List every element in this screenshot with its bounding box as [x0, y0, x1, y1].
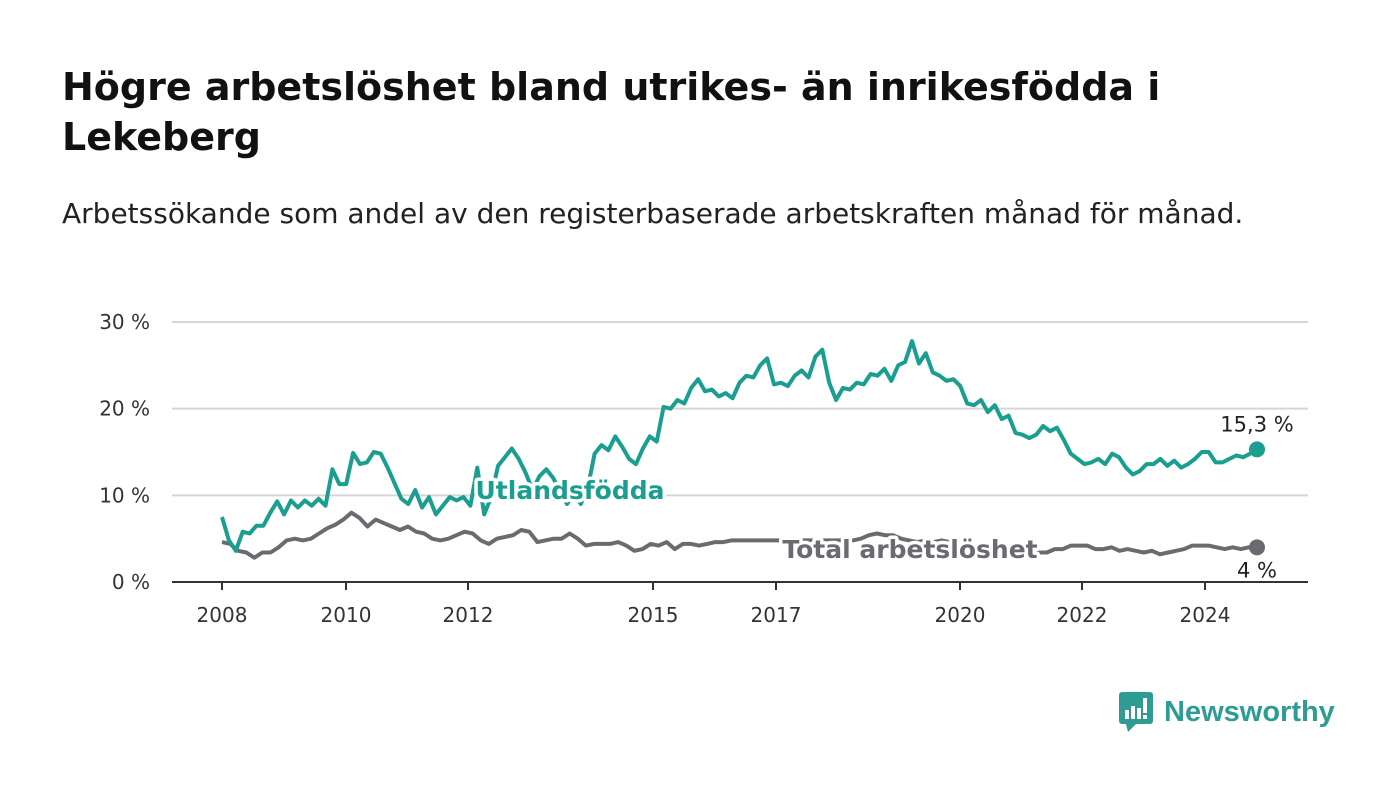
end-point-total-arbetsloshet — [1249, 539, 1265, 556]
newsworthy-logo-icon — [1119, 692, 1153, 732]
end-label-utlandsfodda: 15,3 % — [1220, 412, 1293, 436]
x-tick-label: 2010 — [321, 603, 372, 627]
x-tick-label: 2012 — [443, 603, 494, 627]
y-tick-label: 10 % — [99, 483, 150, 507]
chart-title: Högre arbetslöshet bland utrikes- än inr… — [62, 65, 1161, 159]
x-tick-label: 2022 — [1057, 603, 1108, 627]
x-tick-label: 2020 — [935, 603, 986, 627]
y-tick-label: 30 % — [99, 310, 150, 334]
end-point-utlandsfodda — [1249, 441, 1265, 458]
chart-subtitle: Arbetssökande som andel av den registerb… — [62, 197, 1244, 230]
series-line-total-arbetsloshet — [221, 510, 1257, 560]
series-line-utlandsfodda — [220, 339, 1259, 553]
series-label-total-arbetsloshet: Total arbetslöshet — [782, 535, 1037, 564]
x-tick-label: 2017 — [751, 603, 802, 627]
end-label-total-arbetsloshet: 4 % — [1237, 558, 1277, 582]
y-tick-label: 20 % — [99, 397, 150, 421]
y-tick-label: 0 % — [112, 570, 150, 594]
brand-logo: Newsworthy — [1118, 690, 1335, 734]
brand-name: Newsworthy — [1164, 695, 1335, 728]
x-tick-label: 2008 — [197, 603, 248, 627]
x-tick-label: 2024 — [1180, 603, 1231, 627]
series-label-utlandsfodda: Utlandsfödda — [476, 476, 665, 505]
x-tick-label: 2015 — [628, 603, 679, 627]
